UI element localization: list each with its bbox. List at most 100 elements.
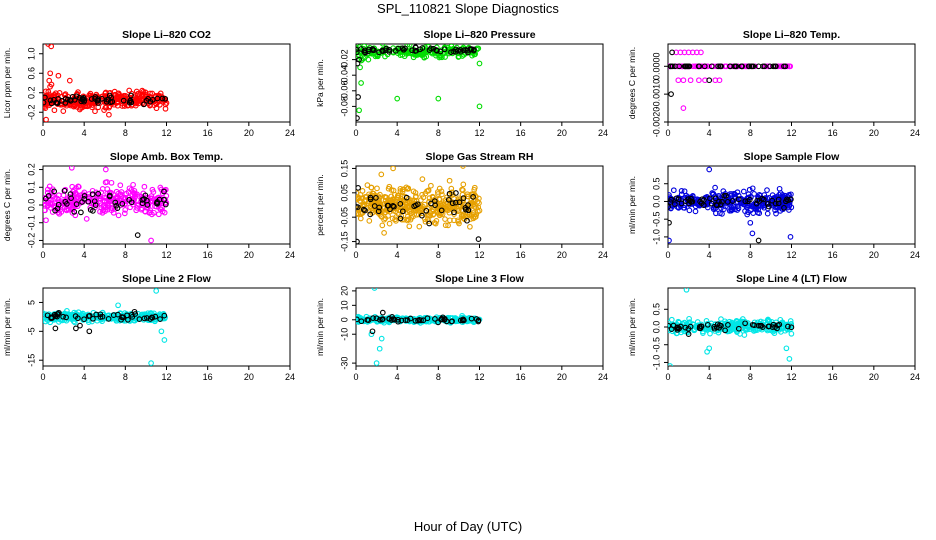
data-point: [141, 101, 147, 108]
plot-frame: [355, 43, 604, 123]
y-tick-label: 0: [339, 317, 349, 322]
y-axis-label: degrees C per min.: [2, 169, 12, 241]
data-point: [746, 196, 753, 203]
x-tick-label: 24: [910, 250, 920, 260]
data-point: [708, 200, 715, 207]
x-tick-label: 4: [395, 250, 400, 260]
x-tick-label: 24: [285, 128, 295, 138]
data-point: [722, 327, 728, 334]
y-tick-label: 0.1: [26, 181, 36, 194]
data-point: [378, 335, 385, 342]
points-rh: [356, 166, 483, 244]
series-avg: [44, 308, 168, 335]
panel-grid: Slope Li–820 CO2 Licor ppm per min. 0 4 8 12 1…: [2, 11, 920, 382]
y-tick-label: -0.15: [339, 231, 349, 252]
data-point: [402, 45, 408, 52]
y-tick-label: 1.0: [26, 47, 36, 60]
data-point: [382, 209, 389, 216]
data-point: [117, 192, 123, 198]
data-point: [451, 209, 457, 216]
data-point: [755, 63, 762, 70]
data-point: [718, 316, 724, 322]
data-point: [146, 93, 152, 100]
data-point: [438, 207, 445, 214]
data-point: [446, 177, 453, 184]
data-point: [476, 200, 482, 206]
data-point: [358, 211, 365, 217]
data-point: [462, 205, 469, 211]
data-point: [403, 184, 410, 191]
data-point: [356, 94, 361, 100]
x-tick-label: 4: [707, 250, 712, 260]
data-point: [106, 92, 113, 99]
data-point: [52, 325, 59, 332]
data-point: [387, 206, 393, 213]
panel-title: Slope Li–820 Temp.: [743, 29, 840, 41]
data-point: [69, 198, 75, 204]
data-point: [668, 11, 673, 16]
data-point: [718, 322, 724, 329]
x-tick-label: 20: [244, 372, 254, 382]
data-point: [774, 324, 781, 331]
data-point: [688, 195, 694, 202]
data-point: [668, 322, 672, 329]
panel-title: Slope Li–820 Pressure: [423, 29, 535, 41]
x-tick-label: 8: [436, 372, 441, 382]
data-point: [682, 195, 689, 201]
data-point: [786, 207, 792, 213]
data-point: [356, 316, 360, 323]
series-raw: [668, 49, 794, 111]
data-point: [721, 193, 728, 199]
data-point: [144, 197, 150, 204]
data-point: [404, 317, 411, 323]
x-tick-label: 8: [748, 128, 753, 138]
data-point: [677, 203, 684, 209]
data-point: [424, 188, 430, 195]
x-tick-label: 16: [203, 372, 213, 382]
data-point: [392, 48, 399, 54]
y-axis-label: kPa per min.: [315, 59, 325, 107]
data-point: [122, 207, 129, 213]
data-point: [476, 60, 483, 67]
data-point: [51, 188, 58, 195]
data-point: [356, 238, 360, 244]
data-point: [356, 107, 362, 114]
data-point: [67, 98, 74, 104]
data-point: [116, 93, 122, 100]
data-point: [356, 56, 362, 63]
data-point: [387, 197, 394, 204]
x-tick-label: 12: [474, 128, 484, 138]
data-point: [47, 97, 54, 104]
data-point: [45, 193, 52, 199]
data-point: [431, 198, 438, 204]
data-point: [749, 63, 756, 70]
points-l4: [668, 288, 795, 366]
data-point: [460, 47, 467, 54]
data-point: [704, 321, 711, 328]
data-point: [358, 46, 364, 52]
data-point: [129, 196, 136, 203]
x-tick-label: 12: [161, 250, 171, 260]
data-point: [43, 310, 46, 317]
data-point: [153, 288, 160, 294]
data-point: [475, 236, 482, 242]
data-point: [147, 90, 153, 97]
data-point: [459, 317, 466, 324]
data-point: [379, 222, 386, 229]
data-point: [435, 95, 442, 102]
y-tick-label: 0.0: [651, 321, 661, 334]
data-point: [668, 199, 674, 205]
data-point: [369, 328, 376, 335]
data-point: [102, 89, 109, 96]
data-point: [435, 319, 441, 326]
x-tick-label: 8: [436, 250, 441, 260]
y-tick-label: 0.2: [26, 163, 36, 176]
series-avg: [43, 92, 169, 108]
data-point: [441, 315, 448, 322]
data-point: [707, 195, 713, 202]
data-point: [93, 311, 100, 318]
data-point: [388, 317, 395, 323]
data-point: [141, 183, 148, 190]
x-tick-label: 12: [786, 250, 796, 260]
data-point: [668, 204, 671, 210]
